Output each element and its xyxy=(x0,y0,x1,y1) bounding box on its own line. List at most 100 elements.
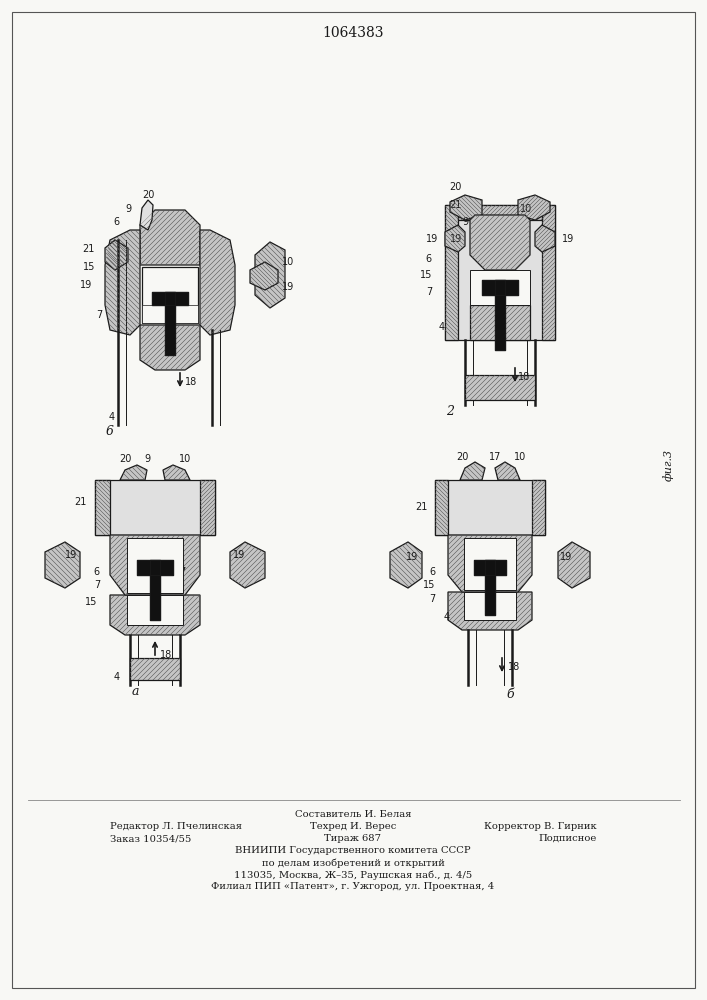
Polygon shape xyxy=(532,480,545,535)
Polygon shape xyxy=(163,465,190,480)
Text: 7: 7 xyxy=(428,594,435,604)
Text: 19: 19 xyxy=(233,550,245,560)
Text: Филиал ПИП «Патент», г. Ужгород, ул. Проектная, 4: Филиал ПИП «Патент», г. Ужгород, ул. Про… xyxy=(211,882,495,891)
Text: 17: 17 xyxy=(508,277,520,287)
Polygon shape xyxy=(445,225,465,252)
Text: 9: 9 xyxy=(126,204,132,214)
Polygon shape xyxy=(130,658,180,680)
Text: 19: 19 xyxy=(562,234,574,244)
Bar xyxy=(127,538,183,593)
Text: 7: 7 xyxy=(95,310,102,320)
Polygon shape xyxy=(458,205,542,220)
Text: 15: 15 xyxy=(85,597,97,607)
Text: 19: 19 xyxy=(426,234,438,244)
Polygon shape xyxy=(105,240,128,270)
Text: 4: 4 xyxy=(109,412,115,422)
Text: 18: 18 xyxy=(160,650,173,660)
Polygon shape xyxy=(140,200,153,230)
Polygon shape xyxy=(542,205,555,340)
Polygon shape xyxy=(450,195,482,220)
Text: 19: 19 xyxy=(560,552,572,562)
Polygon shape xyxy=(120,465,147,480)
Polygon shape xyxy=(518,195,550,220)
Bar xyxy=(142,305,198,323)
Text: 2: 2 xyxy=(446,405,454,418)
Text: 4: 4 xyxy=(114,672,120,682)
Text: а: а xyxy=(132,685,139,698)
Text: 9: 9 xyxy=(508,557,514,567)
Text: 19: 19 xyxy=(406,552,418,562)
Text: 18: 18 xyxy=(185,377,197,387)
Bar xyxy=(435,480,545,535)
Polygon shape xyxy=(95,480,110,535)
Polygon shape xyxy=(448,535,532,592)
Text: 10: 10 xyxy=(179,454,191,464)
Polygon shape xyxy=(250,262,278,290)
Text: Составитель И. Белая: Составитель И. Белая xyxy=(295,810,411,819)
Text: Корректор В. Гирник: Корректор В. Гирник xyxy=(484,822,597,831)
Text: 6: 6 xyxy=(94,567,100,577)
Text: 19: 19 xyxy=(282,282,294,292)
Polygon shape xyxy=(470,215,530,270)
Text: 113035, Москва, Ж–35, Раушская наб., д. 4/5: 113035, Москва, Ж–35, Раушская наб., д. … xyxy=(234,870,472,880)
Text: 7: 7 xyxy=(94,580,100,590)
Text: 21: 21 xyxy=(450,200,462,210)
Text: 10: 10 xyxy=(520,204,532,214)
Polygon shape xyxy=(435,480,448,535)
Text: 20: 20 xyxy=(449,182,461,192)
Text: 17: 17 xyxy=(178,292,190,302)
Bar xyxy=(95,480,215,535)
Polygon shape xyxy=(140,325,200,370)
Text: 7: 7 xyxy=(426,287,432,297)
Polygon shape xyxy=(465,375,535,400)
Polygon shape xyxy=(110,595,200,635)
Bar xyxy=(142,267,198,323)
Text: 6: 6 xyxy=(106,425,114,438)
Text: 6: 6 xyxy=(429,567,435,577)
Text: 4: 4 xyxy=(444,612,450,622)
Polygon shape xyxy=(448,592,532,630)
Text: 9: 9 xyxy=(144,454,150,464)
Text: 15: 15 xyxy=(423,580,435,590)
Text: 15: 15 xyxy=(83,262,95,272)
Text: 17: 17 xyxy=(489,452,501,462)
Text: ВНИИПИ Государственного комитета СССР: ВНИИПИ Государственного комитета СССР xyxy=(235,846,471,855)
Text: 19: 19 xyxy=(80,280,92,290)
Text: 19: 19 xyxy=(65,550,77,560)
Text: 10: 10 xyxy=(514,452,526,462)
Polygon shape xyxy=(495,462,520,480)
Text: 18: 18 xyxy=(508,662,520,672)
Polygon shape xyxy=(255,242,285,308)
Polygon shape xyxy=(445,205,458,340)
Text: 21: 21 xyxy=(75,497,87,507)
Polygon shape xyxy=(105,230,140,335)
Text: 1064383: 1064383 xyxy=(322,26,384,40)
Text: 15: 15 xyxy=(420,270,432,280)
Text: 6: 6 xyxy=(426,254,432,264)
Polygon shape xyxy=(472,222,488,245)
Text: фиг.3: фиг.3 xyxy=(662,449,673,481)
Text: 18: 18 xyxy=(518,372,530,382)
Bar xyxy=(464,592,516,620)
Text: Заказ 10354/55: Заказ 10354/55 xyxy=(110,834,192,843)
Text: Тираж 687: Тираж 687 xyxy=(325,834,382,843)
Polygon shape xyxy=(558,542,590,588)
Polygon shape xyxy=(230,542,265,588)
Text: 6: 6 xyxy=(114,217,120,227)
Polygon shape xyxy=(110,535,200,595)
Text: Редактор Л. Пчелинская: Редактор Л. Пчелинская xyxy=(110,822,242,831)
Bar xyxy=(445,205,555,340)
Text: 10: 10 xyxy=(282,257,294,267)
Text: Техред И. Верес: Техред И. Верес xyxy=(310,822,396,831)
Text: 21: 21 xyxy=(416,502,428,512)
Text: 20: 20 xyxy=(142,190,154,200)
Text: Подписное: Подписное xyxy=(539,834,597,843)
Text: 4: 4 xyxy=(439,322,445,332)
Text: по делам изобретений и открытий: по делам изобретений и открытий xyxy=(262,858,445,867)
Polygon shape xyxy=(390,542,422,588)
Bar xyxy=(127,595,183,625)
Bar xyxy=(464,538,516,590)
Polygon shape xyxy=(45,542,80,588)
Text: 20: 20 xyxy=(456,452,468,462)
Bar xyxy=(152,303,188,323)
